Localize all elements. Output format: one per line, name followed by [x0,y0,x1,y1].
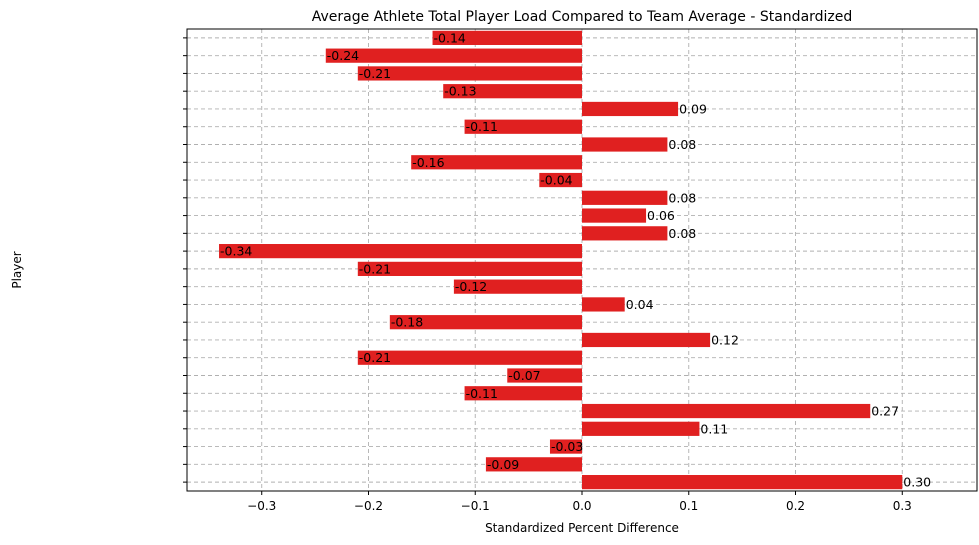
bar [582,403,871,419]
bar [357,261,582,276]
bar-value-label: -0.14 [434,30,466,45]
bar [464,119,582,134]
bar [582,101,679,117]
bar [432,30,582,45]
chart-title: Average Athlete Total Player Load Compar… [312,9,853,25]
bar [582,421,700,436]
bar-value-label: -0.07 [508,368,540,383]
bar-value-label: 0.12 [711,332,739,347]
bar-value-label: 0.27 [871,404,899,419]
x-tick-label: −0.3 [247,499,276,513]
bar [464,386,582,401]
x-axis-label: Standardized Percent Difference [485,521,679,535]
bar [507,368,582,383]
bar-value-label: 0.30 [903,475,931,490]
bar-value-label: -0.24 [327,48,359,63]
bar [582,208,647,223]
bar [443,84,582,99]
x-tick-label: 0.1 [679,499,698,513]
bar [582,190,668,205]
bar-value-label: -0.04 [540,173,572,188]
bar [453,279,582,294]
bar [582,475,903,490]
bar-value-label: 0.09 [679,101,707,116]
bar-value-label: 0.08 [668,190,696,205]
plot-frame [186,28,978,492]
bar [357,350,582,365]
bar-value-label: -0.34 [220,244,252,259]
bar-value-label: 0.08 [668,226,696,241]
bar-value-label: 0.08 [668,137,696,152]
bar-value-label: -0.11 [466,119,498,134]
bar [582,137,668,152]
bar [582,332,711,348]
x-tick-label: 0.2 [786,499,805,513]
x-tick-label: 0.0 [572,499,591,513]
bar [411,155,582,170]
bar-value-label: 0.06 [647,208,675,223]
bar-value-label: -0.12 [455,279,487,294]
bar-value-label: -0.21 [359,66,391,81]
bar [539,172,582,188]
bar-value-label: -0.21 [359,350,391,365]
bar-value-label: -0.03 [551,439,583,454]
bar-value-label: 0.11 [700,421,728,436]
bar-value-label: -0.16 [412,155,444,170]
x-tick-label: −0.2 [354,499,383,513]
bar-value-label: -0.13 [444,84,476,99]
x-tick-label: 0.3 [893,499,912,513]
y-axis-label: Player [10,251,24,288]
bar [582,297,625,312]
bar [357,66,582,81]
bar-value-label: -0.11 [466,386,498,401]
bar-value-label: -0.18 [391,315,423,330]
bar [389,315,582,330]
bar-value-label: 0.04 [626,297,654,312]
x-tick-label: −0.1 [461,499,490,513]
bar [485,457,582,472]
bar-value-label: -0.21 [359,261,391,276]
bar [219,244,582,259]
plot-area: 0.30 -0.09 -0.03 0.11 0.27 -0.11 -0.07 -0.21 0.1… [183,28,978,513]
bar [582,226,668,241]
bar [325,48,582,63]
bar-value-label: -0.09 [487,457,519,472]
bar [549,439,582,454]
